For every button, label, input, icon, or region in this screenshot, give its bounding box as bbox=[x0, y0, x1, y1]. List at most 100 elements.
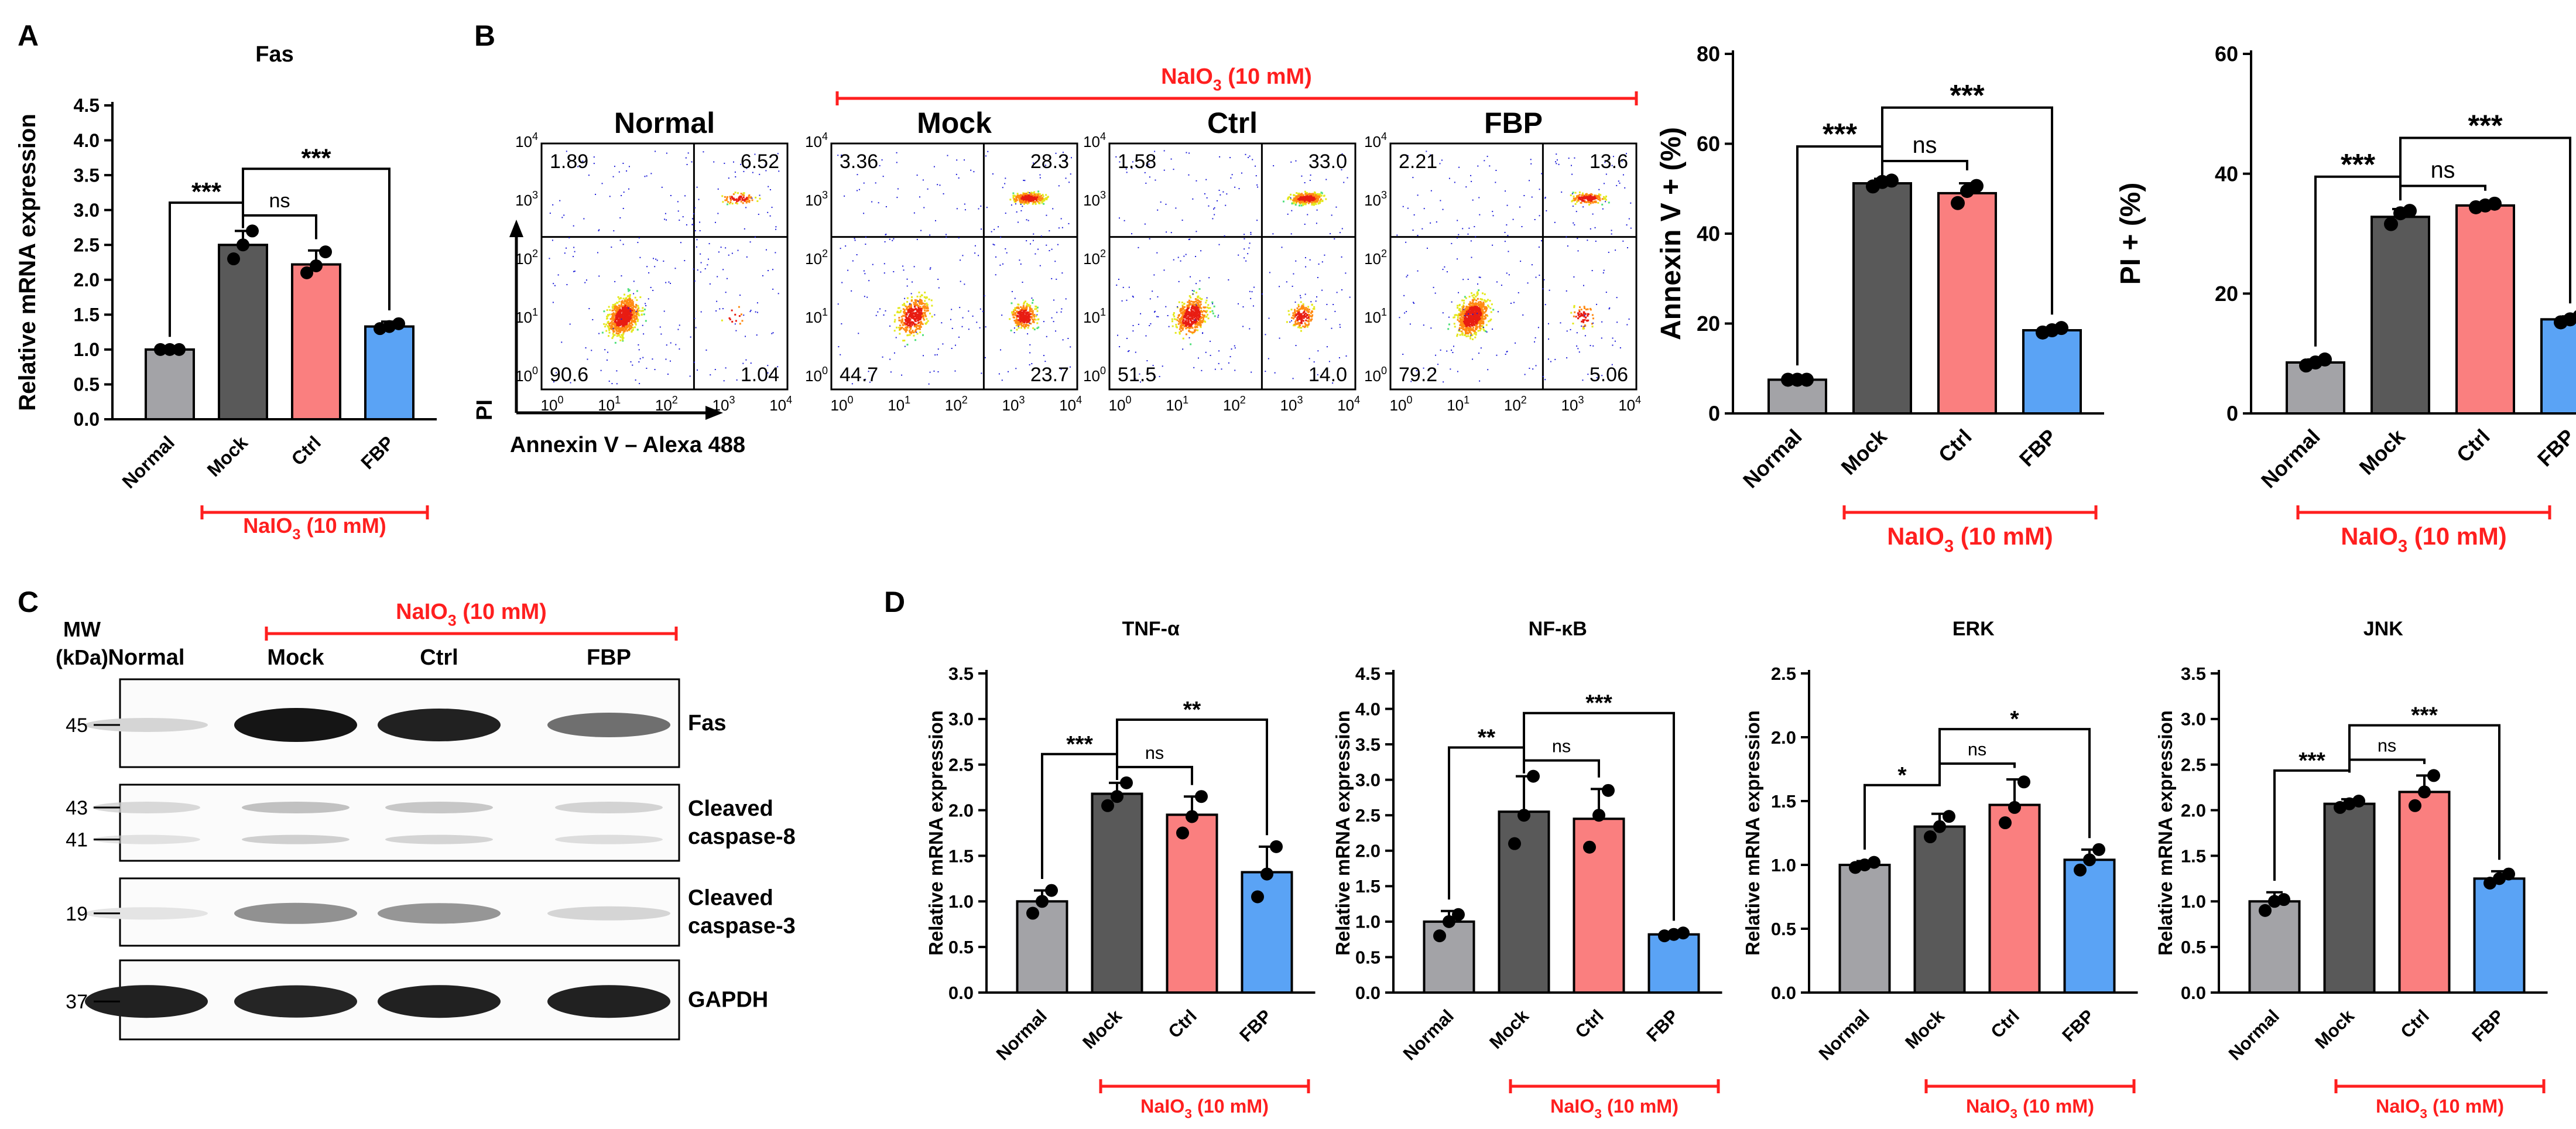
flow-event bbox=[1481, 322, 1484, 324]
flow-event bbox=[1574, 203, 1577, 205]
flow-event bbox=[1301, 194, 1303, 197]
flow-event bbox=[943, 193, 944, 194]
flow-event bbox=[1468, 318, 1471, 320]
flow-event bbox=[661, 186, 663, 188]
flow-event bbox=[1303, 196, 1306, 198]
flow-event bbox=[630, 361, 632, 362]
flow-event bbox=[583, 218, 585, 220]
flow-event bbox=[622, 305, 624, 307]
flow-event bbox=[629, 294, 631, 296]
flow-event bbox=[917, 324, 919, 327]
flow-event bbox=[1039, 196, 1041, 198]
flow-event bbox=[1144, 172, 1146, 173]
flow-event bbox=[1294, 312, 1296, 314]
flow-event bbox=[1020, 315, 1023, 317]
flow-event bbox=[1409, 323, 1411, 325]
flow-event bbox=[1019, 312, 1022, 314]
flow-event bbox=[918, 314, 920, 316]
flow-event bbox=[741, 320, 744, 322]
flow-event bbox=[1231, 174, 1233, 176]
flow-event bbox=[1191, 318, 1194, 320]
flow-event bbox=[1595, 195, 1597, 197]
flow-event bbox=[1265, 371, 1266, 372]
flow-event bbox=[1193, 312, 1195, 314]
flow-event bbox=[1231, 348, 1232, 350]
flow-event bbox=[1574, 224, 1575, 225]
flow-event bbox=[1182, 337, 1184, 340]
flow-event bbox=[1279, 337, 1280, 339]
flow-event bbox=[1482, 328, 1485, 330]
flow-event bbox=[618, 332, 620, 334]
flow-event bbox=[1204, 193, 1205, 195]
flow-event bbox=[937, 184, 938, 186]
flow-event bbox=[900, 310, 902, 312]
flow-event bbox=[1197, 297, 1199, 299]
flow-event bbox=[1183, 319, 1185, 321]
flow-event bbox=[1036, 200, 1038, 202]
flow-event bbox=[777, 366, 779, 368]
flow-event bbox=[615, 316, 617, 319]
flow-event bbox=[1475, 323, 1478, 325]
flow-event bbox=[620, 329, 622, 331]
flow-event bbox=[1182, 313, 1184, 316]
flow-event bbox=[1019, 320, 1022, 323]
flow-event bbox=[1478, 312, 1480, 314]
flow-event bbox=[1068, 182, 1070, 183]
flow-event bbox=[1201, 310, 1203, 313]
flow-event bbox=[1155, 376, 1156, 378]
flow-event bbox=[1170, 158, 1172, 160]
flow-event bbox=[1470, 240, 1472, 242]
flow-event bbox=[1005, 213, 1006, 214]
flow-event bbox=[1198, 322, 1201, 324]
flow-event bbox=[1069, 366, 1071, 368]
flow-event bbox=[912, 321, 914, 324]
flow-event bbox=[1591, 326, 1594, 328]
flow-event bbox=[619, 330, 621, 333]
flow-event bbox=[964, 209, 966, 211]
flow-event bbox=[1183, 311, 1186, 313]
flow-event bbox=[1472, 330, 1475, 332]
flow-event bbox=[1198, 309, 1200, 311]
flow-event bbox=[1296, 317, 1299, 319]
flow-event bbox=[1475, 325, 1477, 327]
flow-event bbox=[1173, 312, 1175, 314]
flow-event bbox=[1194, 301, 1196, 303]
flow-event bbox=[844, 195, 845, 197]
flow-event bbox=[1596, 303, 1598, 305]
flow-event bbox=[922, 323, 924, 326]
flow-event bbox=[1534, 218, 1536, 220]
flow-event bbox=[616, 317, 618, 319]
flow-event bbox=[1026, 200, 1028, 203]
flow-event bbox=[1482, 320, 1485, 323]
flow-event bbox=[1475, 299, 1478, 302]
flow-event bbox=[1299, 194, 1301, 197]
flow-event bbox=[1152, 290, 1153, 292]
flow-event bbox=[1472, 302, 1474, 305]
flow-event bbox=[1287, 310, 1290, 312]
flow-event bbox=[1471, 301, 1474, 303]
flow-event bbox=[1180, 330, 1182, 333]
flow-event bbox=[1477, 313, 1478, 314]
flow-event bbox=[1464, 324, 1466, 327]
flow-event bbox=[620, 323, 622, 325]
flow-event bbox=[1026, 240, 1027, 242]
flow-event bbox=[1480, 347, 1482, 349]
flow-event bbox=[618, 316, 620, 318]
flow-event bbox=[1331, 327, 1332, 329]
flow-event bbox=[1257, 186, 1259, 188]
flow-event bbox=[1185, 324, 1187, 327]
flow-event bbox=[1209, 310, 1211, 313]
flow-event bbox=[914, 303, 916, 305]
flow-event bbox=[635, 313, 638, 316]
flow-event bbox=[1045, 194, 1047, 196]
flow-event bbox=[1024, 180, 1026, 182]
flow-event bbox=[1211, 310, 1214, 312]
flow-event bbox=[610, 321, 612, 324]
flow-event bbox=[726, 197, 728, 200]
flow-event bbox=[1612, 337, 1614, 339]
flow-event bbox=[1029, 199, 1031, 201]
flow-event bbox=[623, 330, 625, 333]
flow-event bbox=[1025, 325, 1027, 327]
flow-event bbox=[1483, 299, 1485, 302]
